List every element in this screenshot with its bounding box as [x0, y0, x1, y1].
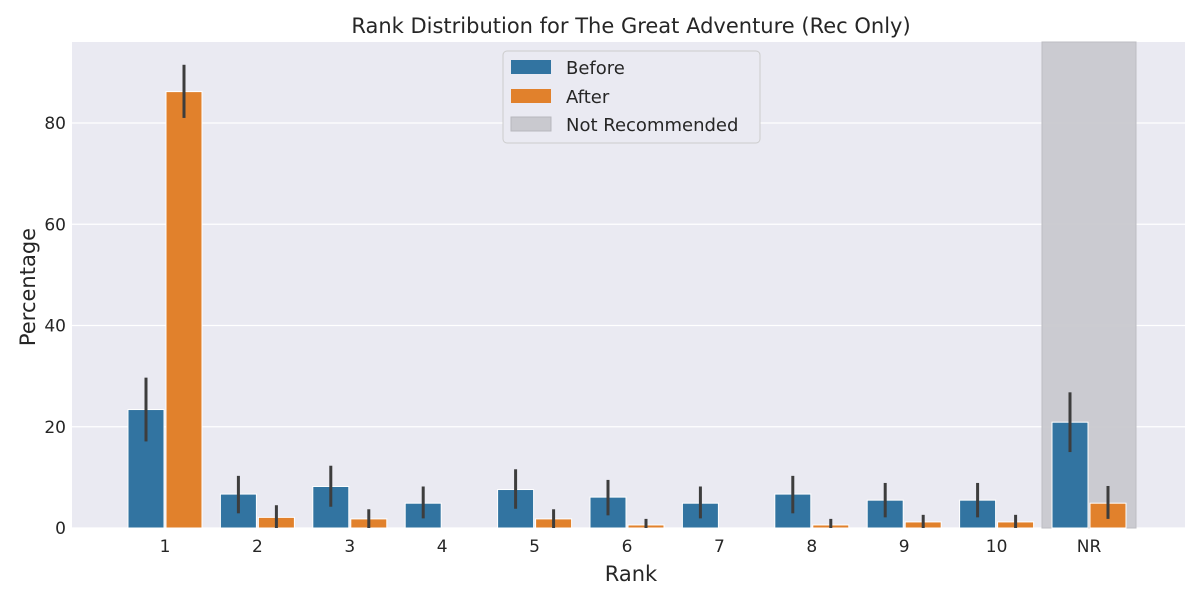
y-tick-label: 40 — [44, 317, 66, 337]
x-tick-label: 2 — [252, 537, 263, 557]
y-axis-label: Percentage — [16, 228, 40, 346]
y-tick-label: 0 — [55, 519, 66, 539]
x-tick-label: 5 — [529, 537, 540, 557]
x-tick-label: 4 — [437, 537, 448, 557]
x-tick-label: NR — [1077, 537, 1102, 557]
legend-label-before: Before — [566, 58, 625, 79]
x-tick-label: 10 — [986, 537, 1008, 557]
legend-swatch-after — [511, 89, 551, 103]
legend: Before After Not Recommended — [502, 50, 761, 144]
legend-label-not-recommended: Not Recommended — [566, 115, 738, 136]
x-tick-label: 6 — [622, 537, 633, 557]
legend-swatch-before — [511, 60, 551, 74]
y-tick-label: 60 — [44, 215, 66, 235]
y-tick-label: 80 — [44, 114, 66, 134]
y-tick-labels: 0 20 40 60 80 — [44, 114, 66, 539]
x-tick-label: 1 — [160, 537, 171, 557]
error-bars — [144, 64, 1110, 528]
x-tick-label: 9 — [899, 537, 910, 557]
legend-label-after: After — [566, 87, 610, 108]
x-tick-label: 8 — [806, 537, 817, 557]
legend-box — [502, 50, 761, 144]
x-tick-label: 3 — [344, 537, 355, 557]
x-axis-label: Rank — [605, 562, 658, 586]
x-tick-labels: 1 2 3 4 5 6 7 8 9 10 NR — [160, 537, 1102, 557]
chart-title: Rank Distribution for The Great Adventur… — [351, 14, 910, 38]
legend-swatch-not-recommended — [510, 116, 552, 132]
bar-after-1 — [165, 91, 203, 529]
x-tick-label: 7 — [714, 537, 725, 557]
y-tick-label: 20 — [44, 418, 66, 438]
